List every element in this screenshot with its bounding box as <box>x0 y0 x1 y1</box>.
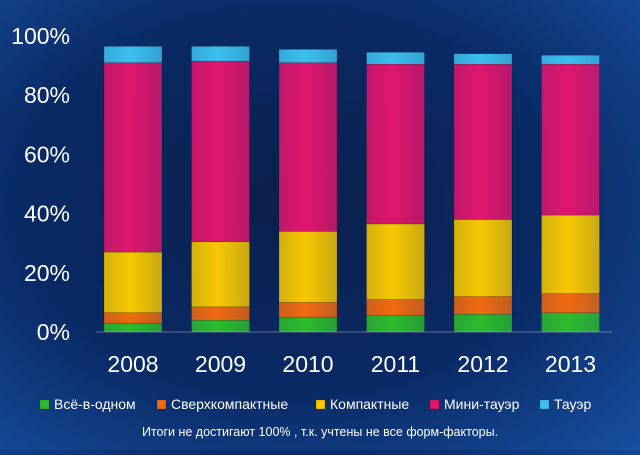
bar-segment-tower-2008 <box>103 46 163 63</box>
y-tick-label: 0% <box>37 319 70 345</box>
x-tick-label: 2011 <box>371 351 420 377</box>
x-tick-label: 2010 <box>282 351 333 377</box>
legend-swatch-mini_tower <box>429 399 440 410</box>
bar-segment-ultra_compact-2013 <box>541 293 600 314</box>
x-tick-label: 2012 <box>457 351 508 377</box>
bar-segment-mini_tower-2011 <box>366 63 425 225</box>
bars-layer <box>103 46 600 333</box>
bar-segment-all_in_one-2011 <box>366 315 425 333</box>
legend-label-all_in_one: Всё-в-одном <box>54 396 136 412</box>
bar-segment-compact-2013 <box>541 214 600 294</box>
bar-segment-tower-2009 <box>191 46 250 62</box>
bar-segment-compact-2011 <box>366 223 425 300</box>
legend-swatch-ultra_compact <box>156 399 167 410</box>
legend-layer: Всё-в-одном Сверхкомпактные Компактные Мини… <box>39 396 592 412</box>
x-tick-label: 2013 <box>545 351 596 377</box>
bar-segment-mini_tower-2013 <box>541 63 600 216</box>
y-tick-label: 100% <box>11 23 70 49</box>
bar-segment-ultra_compact-2008 <box>103 312 163 324</box>
bar-segment-ultra_compact-2010 <box>278 302 338 318</box>
bar-segment-all_in_one-2012 <box>453 313 513 333</box>
bar-segment-tower-2010 <box>278 49 338 63</box>
axis-layer: 0% 20% 40% 60% 80% 100% 2008 2009 2010 2011 2012 20… <box>11 23 612 377</box>
bar-segment-mini_tower-2008 <box>103 62 163 253</box>
bar-segment-ultra_compact-2012 <box>453 296 513 315</box>
legend-swatch-all_in_one <box>39 399 50 410</box>
bar-segment-ultra_compact-2009 <box>191 306 250 321</box>
bar-segment-tower-2012 <box>453 53 513 65</box>
legend-label-compact: Компактные <box>330 396 409 412</box>
bar-segment-all_in_one-2013 <box>541 312 600 333</box>
bar-segment-all_in_one-2010 <box>278 316 338 333</box>
y-tick-label: 20% <box>24 260 70 286</box>
bar-segment-tower-2013 <box>541 54 600 65</box>
bar-segment-compact-2009 <box>191 241 250 308</box>
x-tick-label: 2008 <box>107 351 158 377</box>
bar-segment-all_in_one-2008 <box>103 322 163 333</box>
y-tick-label: 80% <box>24 82 70 108</box>
legend-label-mini_tower: Мини-тауэр <box>444 396 520 412</box>
bar-segment-tower-2011 <box>366 51 425 65</box>
legend-label-ultra_compact: Сверхкомпактные <box>171 396 288 412</box>
legend-swatch-compact <box>315 399 326 410</box>
legend-label-tower: Тауэр <box>554 396 592 412</box>
bar-segment-compact-2008 <box>103 251 163 314</box>
bar-segment-all_in_one-2009 <box>191 319 250 333</box>
y-tick-label: 40% <box>24 201 70 227</box>
bar-segment-mini_tower-2009 <box>191 60 250 243</box>
legend-swatch-tower <box>539 399 550 410</box>
bar-segment-ultra_compact-2011 <box>366 299 425 317</box>
bar-segment-mini_tower-2010 <box>278 62 338 232</box>
bar-segment-mini_tower-2012 <box>453 63 513 220</box>
footnote: Итоги не достигают 100% , т.к. учтены не… <box>141 425 499 439</box>
bar-segment-compact-2010 <box>278 231 338 303</box>
y-tick-label: 60% <box>24 141 70 167</box>
bar-segment-compact-2012 <box>453 219 513 297</box>
x-tick-label: 2009 <box>195 351 246 377</box>
